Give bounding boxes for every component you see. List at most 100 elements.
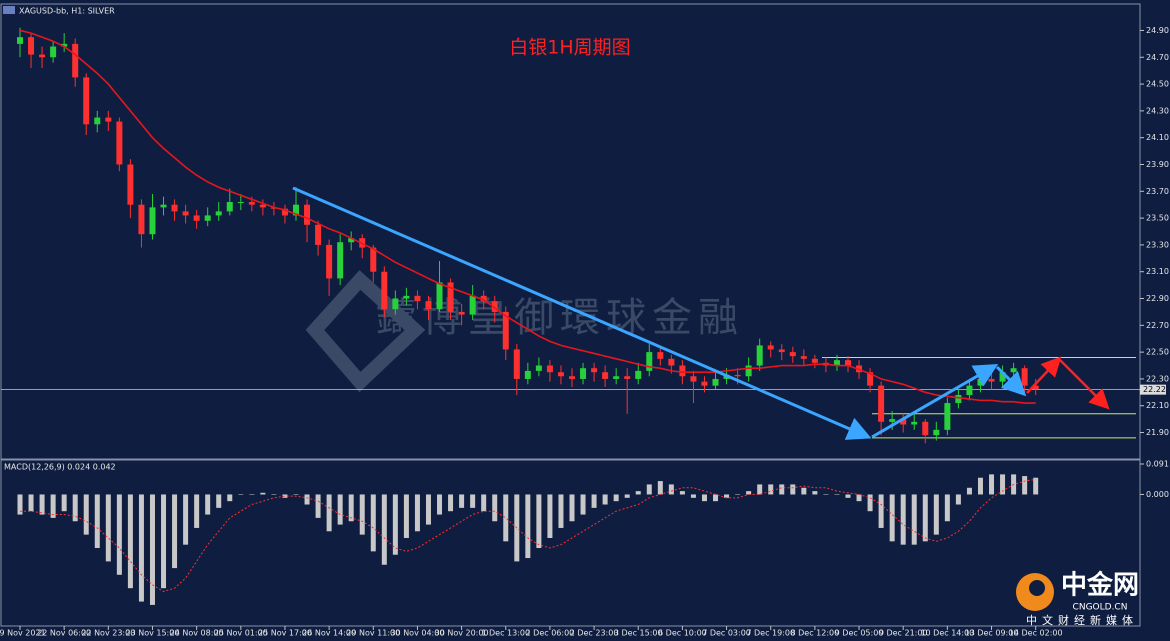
candle-body: [50, 46, 57, 58]
macd-panel: [0, 459, 1141, 627]
macd-bar: [172, 494, 178, 569]
x-tick-label: 25 Nov 01:00: [214, 629, 268, 638]
candle-body: [635, 370, 642, 379]
candle-body: [304, 204, 311, 225]
macd-bar: [812, 491, 818, 495]
logo-slogan: 中文财经新媒体: [1026, 613, 1138, 627]
candle-body: [646, 352, 653, 371]
macd-bar: [359, 494, 365, 535]
macd-bar: [260, 492, 266, 495]
candle-body: [811, 358, 818, 363]
macd-bar: [547, 494, 553, 538]
marks: [1, 27, 1140, 605]
y-tick-label: 22.50: [1146, 348, 1169, 357]
candle-body: [867, 372, 874, 386]
candle-body: [800, 356, 807, 359]
candle-body: [778, 349, 785, 353]
y-tick-label: 24.90: [1146, 26, 1169, 35]
forecast-arrow: [1059, 359, 1110, 410]
candle-body: [569, 376, 575, 379]
macd-bar: [768, 484, 774, 495]
macd-bar: [304, 494, 310, 505]
macd-bar: [746, 491, 752, 495]
y-tick-label: 22.70: [1146, 321, 1169, 330]
y-tick-label: 24.50: [1146, 80, 1169, 89]
macd-label: MACD(12,26,9) 0.024 0.042: [4, 463, 116, 472]
candle-body: [889, 419, 896, 422]
candle-body: [447, 282, 454, 312]
candle-body: [259, 204, 266, 208]
macd-bar: [1000, 474, 1006, 495]
macd-bar: [966, 487, 972, 495]
macd-bar: [823, 494, 829, 495]
candle-body: [116, 121, 123, 165]
signal-line: [20, 478, 1036, 593]
candle-body: [138, 204, 145, 235]
y-tick-label: 24.30: [1146, 106, 1169, 115]
macd-bar: [381, 494, 387, 565]
macd-bar: [17, 494, 23, 515]
candle-body: [502, 311, 509, 350]
macd-bar: [724, 494, 730, 498]
candle-body: [613, 376, 620, 379]
candle-body: [1021, 368, 1028, 386]
y-tick-label: 23.30: [1146, 240, 1169, 249]
candle-body: [469, 295, 476, 315]
candle-body: [458, 311, 465, 315]
candle-body: [679, 365, 686, 377]
candle-body: [182, 211, 189, 216]
macd-bar: [801, 487, 807, 495]
candle-body: [878, 385, 885, 422]
candle-body: [977, 378, 984, 386]
macd-bar: [900, 494, 906, 545]
candle-body: [624, 376, 631, 379]
macd-bar: [448, 494, 454, 512]
macd-bar: [315, 494, 321, 518]
macd-bar: [613, 494, 619, 502]
y-tick-label: 24.10: [1146, 133, 1169, 142]
macd-bar: [194, 494, 200, 528]
macd-bar: [591, 494, 597, 508]
macd-bar: [790, 484, 796, 495]
macd-bar: [536, 494, 542, 549]
macd-bar: [149, 494, 155, 605]
candle-body: [955, 395, 962, 404]
macd-bar: [624, 494, 630, 498]
macd-bar: [867, 494, 873, 512]
macd-bar: [911, 494, 917, 545]
macd-bar: [503, 494, 509, 542]
candle-body: [94, 117, 101, 125]
candle-body: [513, 349, 520, 379]
macd-bar: [525, 494, 531, 559]
macd-bar: [205, 494, 211, 515]
candle-body: [160, 204, 167, 208]
candle-body: [337, 242, 344, 279]
candle-body: [922, 421, 929, 436]
macd-bar: [558, 494, 564, 528]
candle-body: [83, 77, 90, 125]
macd-bar: [679, 491, 685, 495]
macd-bar: [50, 494, 56, 518]
macd-bar: [1033, 477, 1039, 495]
macd-bar: [955, 494, 961, 505]
candle-body: [193, 215, 200, 221]
candle-body: [756, 345, 763, 366]
y-tick-label: 24.70: [1146, 53, 1169, 62]
candle-body: [215, 211, 222, 216]
x-tick-label: 6 Dec 10:00: [658, 629, 707, 638]
macd-bar: [602, 494, 608, 505]
y-tick-label: 23.70: [1146, 187, 1169, 196]
y-tick-label: 0.091: [1146, 460, 1169, 469]
wave-arrow: [995, 365, 1027, 397]
macd-bar: [216, 494, 222, 508]
x-tick-label: 22 Nov 06:00: [37, 629, 91, 638]
macd-bar: [701, 494, 707, 502]
x-tick-label: 2 Dec 23:00: [570, 629, 619, 638]
candle-body: [72, 43, 79, 78]
candle-body: [348, 238, 355, 243]
candle-body: [480, 295, 487, 302]
candle-body: [403, 295, 410, 299]
candle-body: [17, 37, 23, 44]
